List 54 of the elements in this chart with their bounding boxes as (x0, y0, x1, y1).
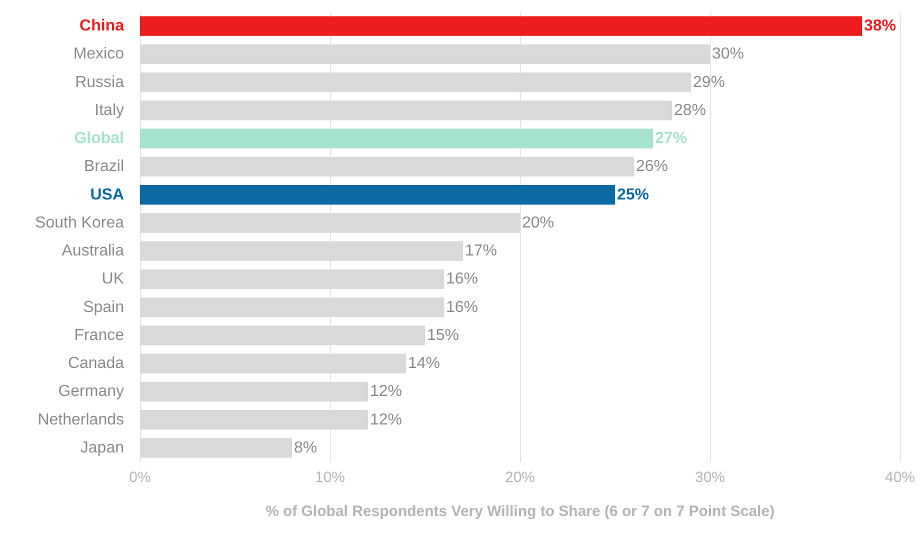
y-tick-label: Australia (62, 242, 124, 260)
y-tick-label: China (80, 18, 124, 35)
bar (140, 44, 710, 64)
y-tick-label: France (74, 326, 124, 344)
bar (140, 213, 520, 233)
bar (140, 354, 406, 374)
bar (140, 382, 368, 402)
data-label: 29% (693, 74, 726, 91)
data-label: 8% (294, 439, 318, 456)
y-tick-label: Netherlands (38, 411, 124, 428)
bar (140, 156, 634, 177)
data-label: 27% (655, 130, 688, 148)
data-label: 15% (427, 326, 460, 344)
data-label: 26% (636, 158, 668, 176)
y-tick-label: USA (90, 186, 124, 204)
bar (140, 72, 691, 92)
bar (140, 100, 672, 120)
bar (140, 128, 653, 148)
bar (140, 438, 292, 458)
y-tick-label: Brazil (84, 158, 124, 176)
bar (140, 326, 425, 346)
y-tick-label: Italy (94, 102, 124, 119)
y-tick-label: Japan (80, 439, 124, 456)
x-tick-label: 30% (694, 469, 726, 486)
data-label: 17% (465, 242, 498, 260)
bar (140, 184, 615, 205)
bar (140, 241, 463, 261)
y-tick-label: Global (74, 130, 124, 148)
x-tick-label: 20% (504, 469, 536, 486)
data-label: 12% (370, 383, 402, 400)
y-tick-label: Mexico (73, 46, 124, 63)
y-tick-label: UK (102, 270, 124, 288)
bar (140, 16, 862, 36)
x-tick-label: 0% (129, 469, 151, 486)
x-axis-title: % of Global Respondents Very Willing to Share (6 or 7 on 7 Point Scale) (265, 503, 775, 520)
data-label: 38% (864, 18, 896, 35)
data-label: 14% (408, 355, 440, 372)
data-label: 20% (522, 214, 554, 232)
bar (140, 269, 444, 290)
y-tick-label: Russia (75, 74, 124, 91)
data-label: 28% (674, 102, 706, 119)
data-label: 16% (446, 270, 478, 288)
data-label: 30% (712, 46, 744, 63)
y-tick-label: South Korea (35, 214, 124, 232)
data-label: 25% (617, 186, 650, 204)
bar (140, 410, 368, 430)
y-tick-label: Germany (58, 383, 124, 400)
data-label: 16% (446, 298, 478, 316)
y-tick-label: Canada (68, 355, 124, 372)
bar (140, 297, 444, 318)
y-tick-label: Spain (83, 298, 124, 316)
x-tick-label: 40% (884, 469, 916, 486)
x-tick-label: 10% (314, 469, 346, 486)
data-label: 12% (370, 411, 402, 428)
